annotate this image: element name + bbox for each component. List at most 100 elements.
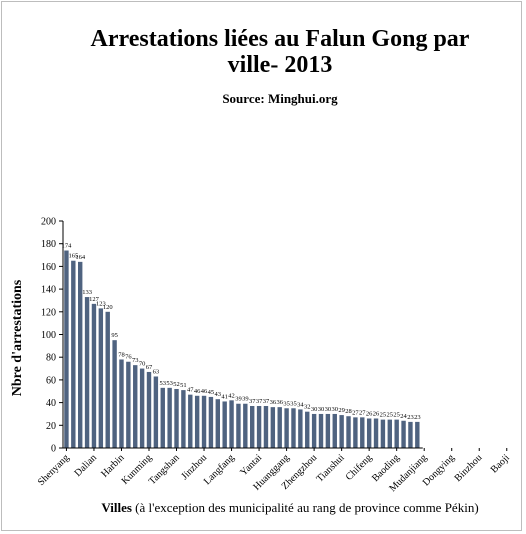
value-label: 36 [270,399,277,406]
value-label: 37 [263,398,270,405]
value-label: 37 [256,398,263,405]
value-label: 39 [235,396,242,403]
value-label: 70 [139,361,146,368]
chart-subtitle: Source: Minghui.org [222,91,338,106]
chart-title-line-2: ville- 2013 [227,52,333,78]
bar [311,413,317,448]
x-tick-label: Langfang [202,452,237,487]
value-label: 51 [180,382,187,389]
value-label: 52 [173,381,180,388]
bar [236,403,241,448]
value-label: 95 [111,332,118,339]
bar [167,387,172,448]
value-label: 30 [311,406,318,413]
bar [133,365,138,448]
value-label: 76 [125,354,132,361]
value-label: 25 [393,412,400,419]
bar [373,418,379,448]
bar [298,409,303,448]
bar [174,388,179,448]
bar [229,400,234,448]
value-label: 30 [325,406,332,413]
y-tick-label: 80 [46,353,56,364]
y-axis: 0 20 40 60 80 100 120 140 160 180 200 [41,217,64,455]
bar [305,411,310,448]
bar [153,376,159,448]
value-label: 27 [359,409,366,416]
value-label: 45 [208,389,215,396]
bar [339,415,344,448]
bar [98,308,104,448]
value-label: 47 [187,387,194,394]
x-axis-title-bold: Villes [101,500,132,515]
bar [263,406,269,448]
y-tick-label: 20 [46,421,56,432]
bar [112,340,117,448]
x-axis-title: Villes (à l'exception des municipalité a… [60,500,520,516]
value-label: 165 [68,253,78,260]
value-label: 39 [242,396,249,403]
bar [160,387,165,448]
bar [126,361,131,448]
y-tick-label: 60 [46,375,56,386]
y-tick-label: 200 [41,217,56,228]
bar [201,395,207,448]
bar [380,419,386,448]
bar [78,261,83,448]
x-tick-label: Binzhou [453,452,485,484]
value-label: 127 [89,296,100,303]
bar [64,250,69,448]
value-label: 35 [283,400,290,407]
value-label: 28 [345,408,352,415]
bar [332,413,337,448]
bar [387,419,392,448]
value-label: 30 [332,406,339,413]
y-tick-label: 40 [46,398,56,409]
value-label: 164 [75,254,86,261]
value-label: 43 [215,391,222,398]
value-label: 25 [387,412,394,419]
bar [277,407,282,448]
bar [188,394,193,448]
bar [139,368,145,448]
value-label: 35 [290,400,297,407]
value-label: 32 [304,404,311,411]
bar [318,413,324,448]
value-label: 24 [400,413,407,420]
value-label: 37 [249,398,256,405]
x-axis: Shenyang Dalian HarbinKunmingTangshanJinzh… [36,447,512,494]
y-tick-label: 120 [41,307,56,318]
value-label: 78 [118,351,125,358]
x-axis-title-rest: (à l'exception des municipalité au rang … [131,500,479,515]
value-label: 123 [96,300,106,307]
value-label: 53 [160,380,167,387]
x-tick-label: Shenyang [36,452,72,488]
value-label: 34 [297,401,304,408]
value-label: 23 [407,414,414,421]
value-label: 26 [373,410,380,417]
x-tick-label: Tangshan [147,452,182,487]
value-label: 120 [103,304,113,311]
value-label: 25 [380,412,387,419]
value-label: 133 [82,289,92,296]
bar [353,417,358,448]
bar [360,417,365,448]
value-label: 46 [201,388,208,395]
chart-title-line-1: Arrestations liées au Falun Gong par [90,26,470,52]
value-label: 41 [221,393,228,400]
bar [401,420,406,448]
bar [415,421,420,448]
bar [291,408,296,448]
bar [91,303,97,448]
bar [194,395,200,448]
value-label: 26 [366,410,373,417]
y-tick-label: 0 [51,444,56,455]
value-label: 53 [166,380,173,387]
value-label: 36 [276,399,283,406]
bar [222,401,227,448]
bar [366,418,372,448]
bar [346,416,351,448]
bar [71,260,76,448]
value-label: 30 [318,406,325,413]
